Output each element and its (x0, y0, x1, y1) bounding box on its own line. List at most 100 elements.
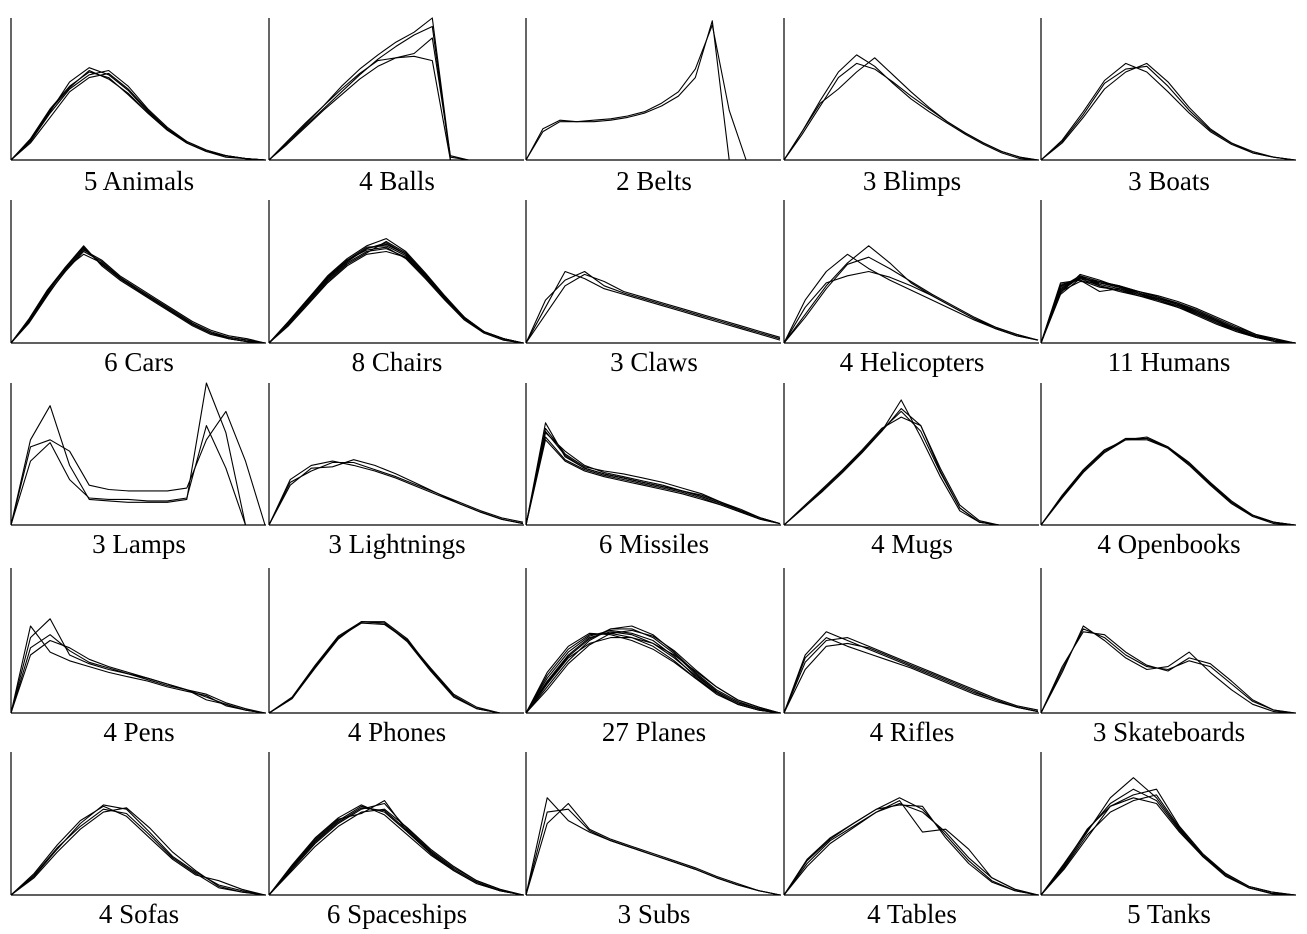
chart-2-belts: 2 Belts (525, 18, 783, 198)
chart-title: 3 Subs (617, 899, 691, 929)
series-line (783, 637, 1039, 714)
series-line (525, 625, 781, 714)
chart-title: 8 Chairs (351, 347, 443, 377)
series-line (525, 629, 781, 714)
series-line (1040, 65, 1296, 161)
series-line (1040, 628, 1296, 714)
series-line (268, 621, 523, 714)
chart-4-balls: 4 Balls (268, 17, 526, 198)
series-line (10, 382, 265, 526)
series-line (268, 461, 524, 526)
series-line (268, 808, 524, 896)
chart-title: 4 Mugs (871, 529, 953, 559)
chart-4-openbooks: 4 Openbooks (1040, 383, 1298, 561)
series-line (525, 629, 781, 714)
series-line (10, 69, 266, 161)
chart-title: 5 Animals (83, 166, 195, 196)
series-line (10, 67, 266, 161)
series-line (1040, 437, 1296, 526)
chart-title: 27 Planes (601, 717, 707, 747)
series-line (1040, 777, 1296, 896)
plot-5-tanks (1040, 752, 1296, 896)
chart-5-animals: 5 Animals (10, 18, 268, 198)
series-line (10, 246, 266, 344)
series-line (783, 54, 1039, 161)
series-line (268, 17, 523, 161)
series-line (268, 622, 523, 714)
series-line (10, 410, 266, 526)
series-line (10, 248, 266, 344)
series-line (268, 25, 523, 161)
series-line (525, 270, 781, 344)
series-line (1040, 279, 1296, 344)
plot-3-claws (525, 200, 781, 344)
chart-8-chairs: 8 Chairs (268, 200, 526, 379)
series-line (783, 408, 1038, 526)
series-line (1040, 436, 1296, 526)
chart-title: 4 Sofas (98, 899, 180, 929)
plot-6-spaceships (268, 752, 524, 896)
chart-4-tables: 4 Tables (783, 752, 1041, 931)
series-line (783, 399, 1038, 526)
series-line (268, 800, 524, 896)
plot-3-blimps (783, 18, 1039, 161)
series-line (268, 246, 524, 344)
series-line (1040, 278, 1296, 344)
chart-4-mugs: 4 Mugs (783, 383, 1041, 561)
series-line (1040, 788, 1296, 896)
chart-4-sofas: 4 Sofas (10, 752, 268, 931)
chart-title: 4 Helicopters (839, 347, 985, 377)
chart-11-humans: 11 Humans (1040, 200, 1298, 379)
series-line (525, 24, 780, 161)
series-line (783, 637, 1039, 714)
series-line (268, 621, 523, 714)
series-line (783, 410, 1038, 526)
chart-5-tanks: 5 Tanks (1040, 752, 1298, 931)
chart-27-planes: 27 Planes (525, 568, 783, 749)
series-line (783, 804, 1039, 896)
series-line (1040, 794, 1296, 896)
series-line (268, 459, 524, 526)
plot-4-balls (268, 17, 524, 161)
chart-title: 6 Cars (104, 347, 174, 377)
series-line (1040, 62, 1296, 161)
plot-3-lamps (10, 382, 266, 526)
plot-4-pens (10, 568, 266, 714)
series-line (525, 270, 781, 344)
chart-3-lamps: 3 Lamps (10, 382, 268, 561)
series-line (10, 639, 266, 714)
series-line (10, 804, 266, 896)
series-line (1040, 276, 1296, 344)
series-line (10, 634, 266, 714)
chart-title: 3 Claws (610, 347, 698, 377)
series-line (783, 797, 1039, 896)
series-line (783, 57, 1039, 161)
series-line (268, 240, 524, 344)
series-line (268, 245, 524, 344)
chart-6-missiles: 6 Missiles (525, 383, 783, 561)
plot-4-helicopters (783, 200, 1039, 344)
plot-4-mugs (783, 383, 1039, 526)
series-line (783, 256, 1039, 344)
chart-title: 2 Belts (616, 166, 692, 196)
plot-4-tables (783, 752, 1039, 896)
plot-3-boats (1040, 18, 1296, 161)
chart-title: 4 Balls (359, 166, 435, 196)
series-line (525, 20, 780, 161)
chart-title: 3 Boats (1128, 166, 1210, 196)
series-line (525, 632, 781, 714)
plot-2-belts (525, 18, 781, 161)
series-line (525, 797, 781, 896)
series-line (783, 416, 1038, 526)
series-line (268, 55, 523, 161)
chart-title: 3 Blimps (862, 166, 962, 196)
series-line (525, 436, 781, 526)
chart-3-lightnings: 3 Lightnings (268, 383, 526, 561)
chart-title: 4 Phones (347, 717, 447, 747)
series-line (1040, 275, 1296, 344)
series-line (1040, 279, 1296, 344)
series-line (783, 270, 1039, 344)
series-line (1040, 276, 1296, 344)
chart-4-phones: 4 Phones (268, 568, 526, 749)
plot-8-chairs (268, 200, 524, 344)
